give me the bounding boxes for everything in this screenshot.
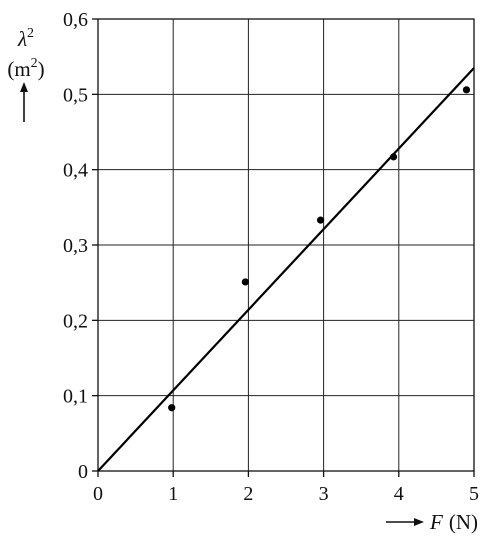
y-axis-unit-close: ) (38, 57, 45, 81)
x-tick-label: 0 (93, 483, 103, 505)
y-tick-label: 0,5 (63, 84, 88, 106)
x-axis-unit: (N) (449, 510, 478, 534)
x-axis-label: F (N) (386, 510, 478, 534)
y-axis-superscript: 2 (27, 26, 34, 41)
y-axis-unit-open: (m (7, 57, 30, 81)
y-tick-label: 0,4 (63, 160, 88, 182)
x-tick-label: 5 (469, 483, 479, 505)
x-tick-label: 4 (394, 483, 404, 505)
y-tick-label: 0,6 (63, 9, 88, 31)
data-point (316, 216, 325, 224)
y-axis-symbol: λ (17, 27, 27, 51)
y-axis-unit-superscript: 2 (31, 56, 38, 71)
y-axis-arrow-head (20, 82, 28, 92)
series (97, 67, 475, 472)
y-axis-label: λ2 (m2) (7, 26, 45, 122)
grid (98, 19, 474, 471)
svg-text:(m2): (m2) (7, 56, 44, 81)
fit-line (97, 67, 475, 472)
axes (92, 18, 475, 477)
x-axis-symbol: F (429, 510, 443, 534)
x-tick-label: 3 (319, 483, 329, 505)
tick-labels: 0 1 2 3 4 5 0 0,1 0,2 0,3 0,4 0,5 0,6 (63, 9, 479, 505)
data-point (462, 86, 471, 94)
svg-text:F(N): F (N) (429, 510, 478, 534)
data-point (168, 404, 176, 412)
x-axis-arrow-head (414, 518, 424, 526)
data-point (241, 278, 249, 286)
y-tick-label: 0,3 (63, 235, 88, 257)
y-tick-label: 0,1 (63, 386, 88, 408)
x-tick-label: 2 (243, 483, 253, 505)
x-tick-label: 1 (168, 483, 178, 505)
y-tick-label: 0 (78, 461, 88, 483)
svg-text:λ2: λ2 (17, 26, 34, 51)
y-tick-label: 0,2 (63, 310, 88, 332)
